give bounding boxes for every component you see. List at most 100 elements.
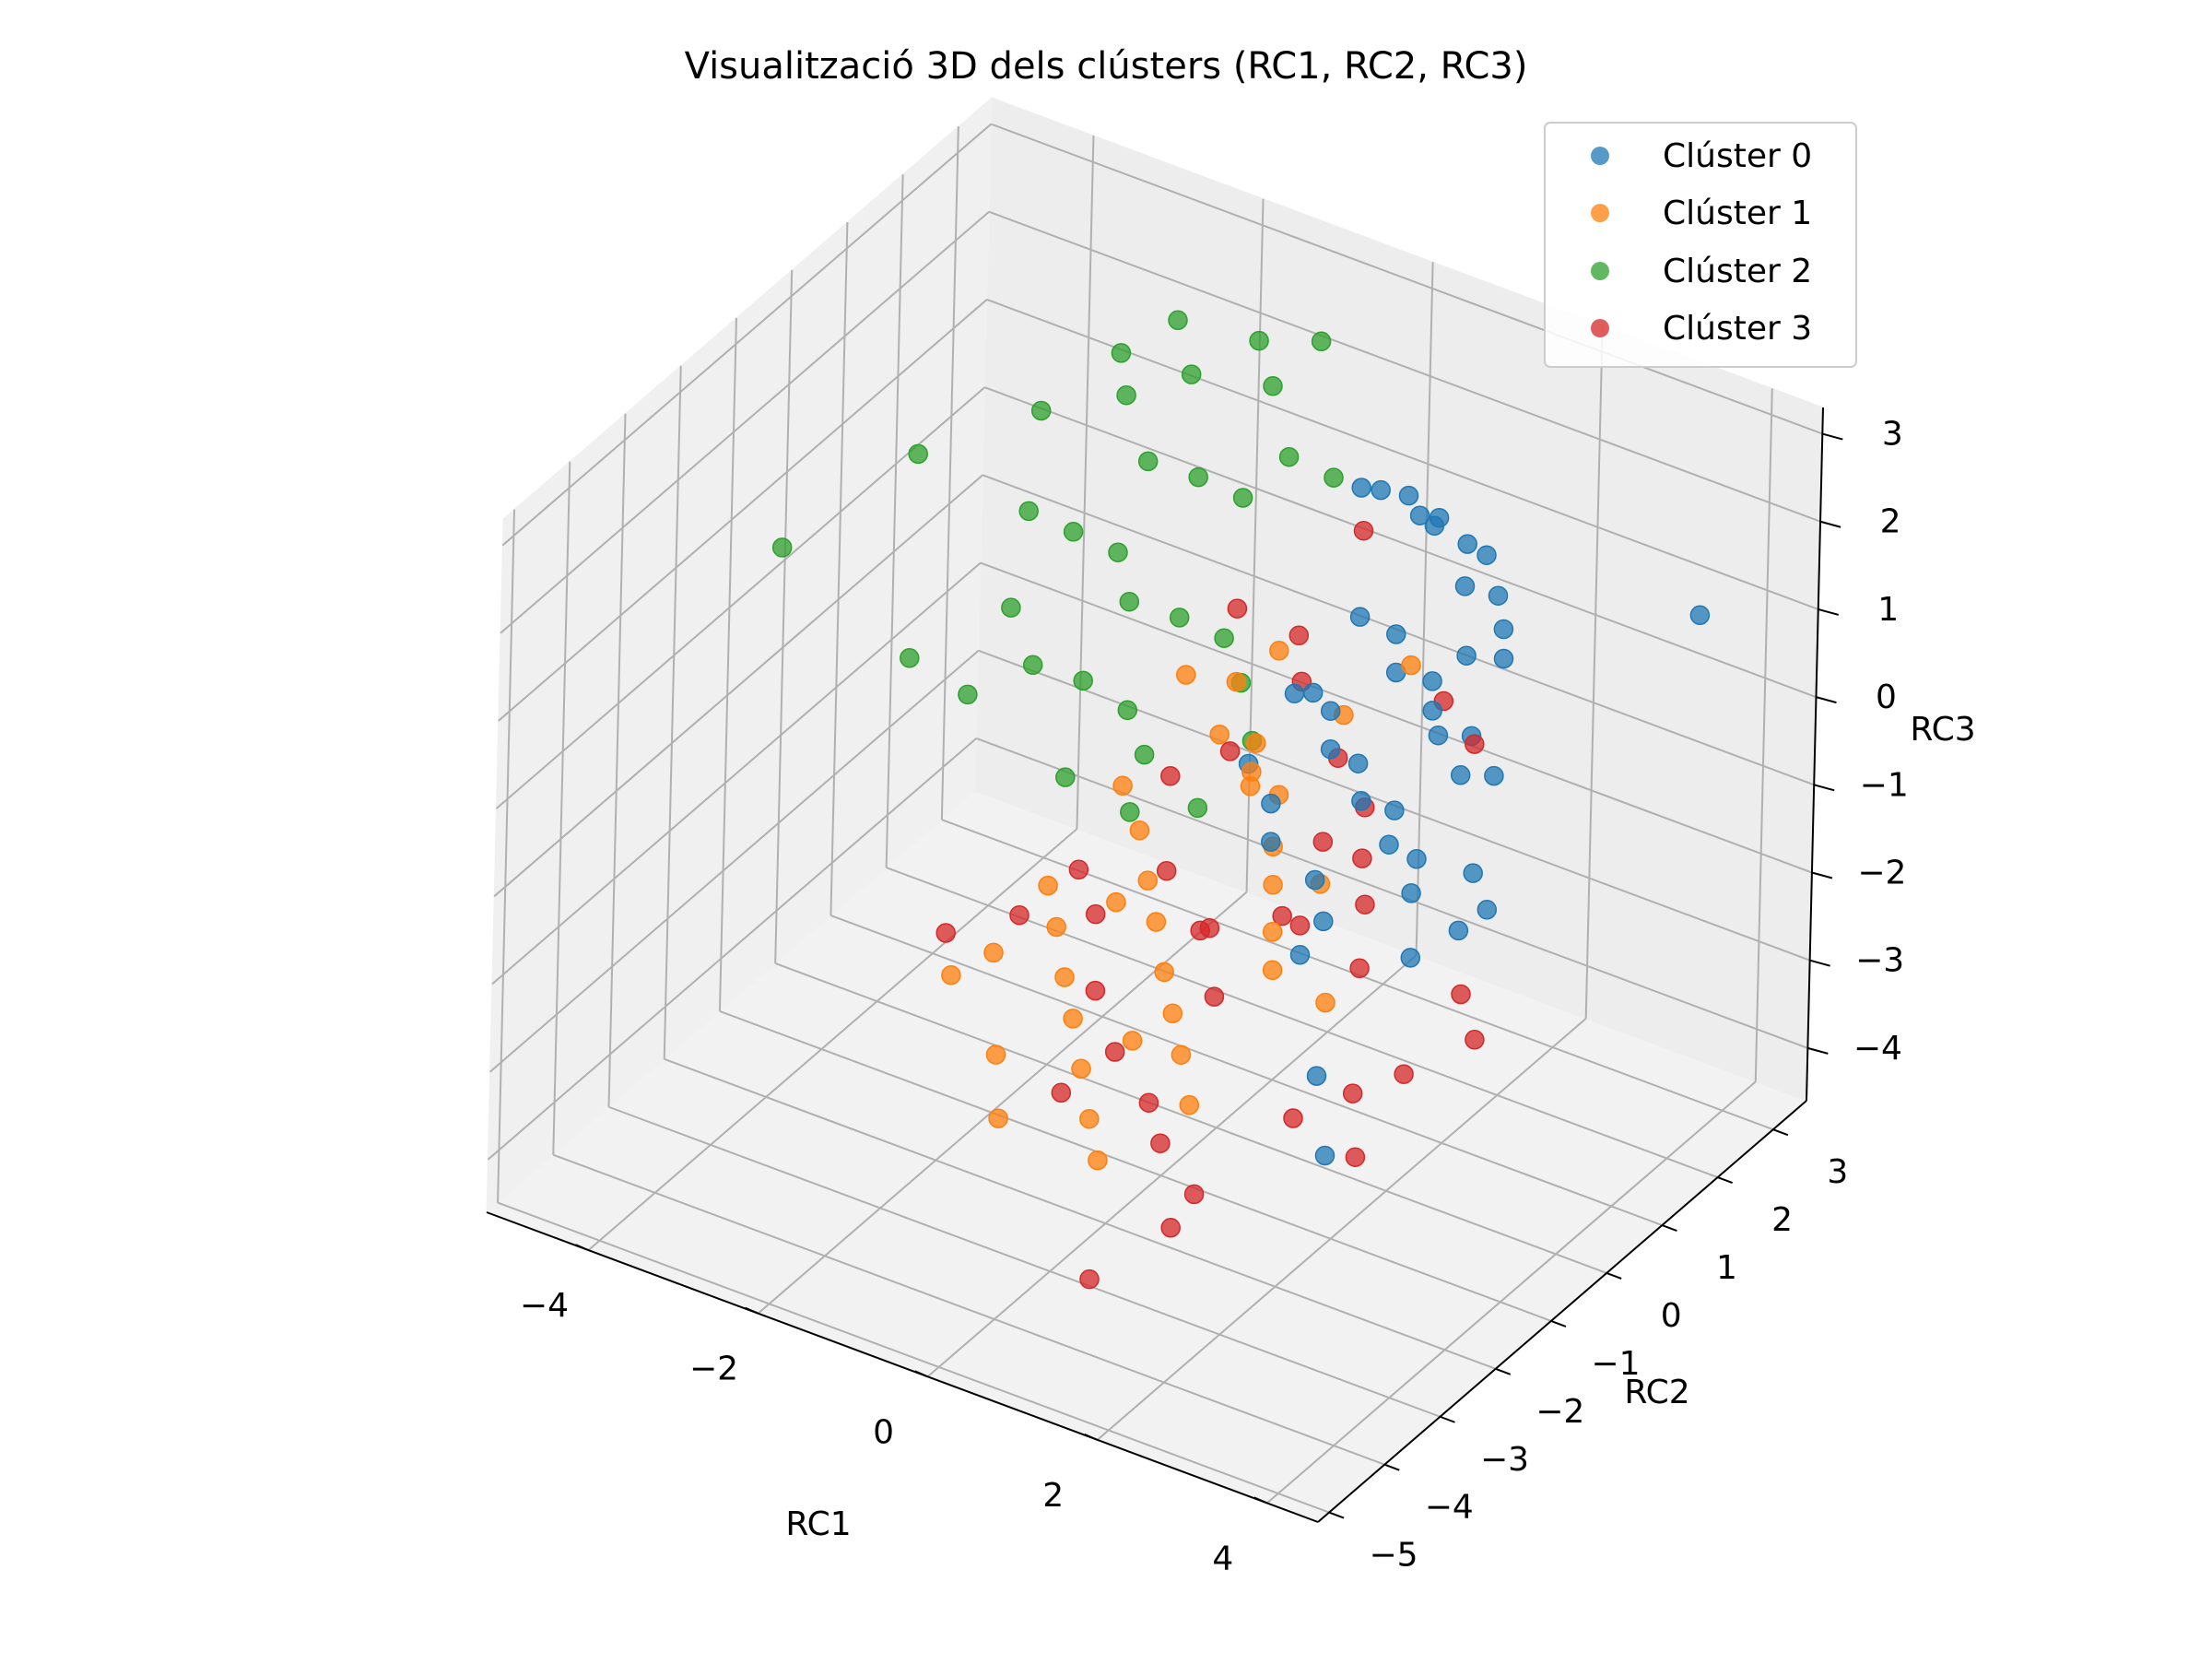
grid-line-z <box>491 561 982 985</box>
data-point-cluster-0 <box>1261 793 1281 814</box>
data-point-cluster-2 <box>1119 591 1140 612</box>
data-point-cluster-0 <box>1320 701 1341 721</box>
data-point-cluster-0 <box>1351 478 1371 498</box>
data-point-cluster-1 <box>1038 875 1058 896</box>
tick-label-y: 3 <box>1827 1153 1848 1191</box>
data-point-cluster-0 <box>1457 534 1477 554</box>
data-point-cluster-3 <box>1199 917 1220 938</box>
tick-mark-z <box>1816 696 1837 704</box>
data-point-cluster-1 <box>988 1108 1008 1128</box>
data-point-cluster-0 <box>1384 800 1405 820</box>
legend-marker-0 <box>1591 147 1609 165</box>
tick-label-z: −2 <box>1857 855 1906 892</box>
data-point-cluster-3 <box>1342 1083 1363 1103</box>
data-point-cluster-0 <box>1304 869 1325 891</box>
data-point-cluster-2 <box>771 537 793 558</box>
data-point-cluster-3 <box>1085 903 1106 925</box>
tick-label-x: 4 <box>1212 1540 1233 1577</box>
tick-mark-z <box>1811 871 1833 879</box>
data-point-cluster-3 <box>1183 1184 1205 1205</box>
data-point-cluster-0 <box>1284 683 1305 704</box>
grid-line-y <box>663 365 682 1059</box>
data-point-cluster-1 <box>1263 875 1283 895</box>
z-axis-line <box>1806 407 1824 1102</box>
tick-label-y: 0 <box>1661 1297 1682 1335</box>
data-point-cluster-0 <box>1386 624 1406 644</box>
chart-title: Visualització 3D dels clústers (RC1, RC2… <box>685 45 1528 88</box>
grid-line-x <box>587 828 1078 1251</box>
data-point-cluster-2 <box>1030 400 1052 421</box>
data-point-cluster-0 <box>1347 753 1369 773</box>
data-point-cluster-3 <box>1465 734 1485 754</box>
grid-line-z <box>488 649 980 1073</box>
data-point-cluster-1 <box>1146 912 1167 932</box>
grid-line-y <box>718 317 737 1011</box>
data-point-cluster-1 <box>1054 967 1075 987</box>
data-point-cluster-0 <box>1477 545 1497 565</box>
data-point-cluster-2 <box>1188 466 1208 488</box>
data-point-cluster-1 <box>1046 916 1066 938</box>
grid-line-x <box>926 954 1418 1378</box>
data-point-cluster-2 <box>1111 343 1132 363</box>
data-point-cluster-0 <box>1320 738 1341 760</box>
data-point-cluster-1 <box>1162 1003 1183 1024</box>
grid-line-y <box>885 174 904 868</box>
grid-line-z <box>984 386 1817 699</box>
data-point-cluster-3 <box>1289 915 1311 936</box>
tick-mark-z <box>1807 1046 1829 1055</box>
legend-marker-1 <box>1591 204 1609 222</box>
grid-line-y <box>774 962 1607 1274</box>
data-point-cluster-3 <box>1345 1147 1366 1167</box>
data-point-cluster-0 <box>1302 682 1324 703</box>
data-point-cluster-0 <box>1422 671 1442 691</box>
data-point-cluster-0 <box>1484 765 1504 786</box>
tick-label-y: −4 <box>1425 1489 1474 1527</box>
data-point-cluster-3 <box>1312 832 1334 852</box>
data-point-cluster-0 <box>1454 576 1476 596</box>
grid-line-y <box>497 1201 1330 1514</box>
data-point-cluster-2 <box>1187 797 1208 819</box>
data-point-cluster-2 <box>1134 744 1155 765</box>
data-point-cluster-2 <box>1063 522 1084 542</box>
data-point-cluster-2 <box>1263 376 1283 396</box>
data-point-cluster-2 <box>1018 501 1039 522</box>
data-point-cluster-2 <box>1001 597 1021 618</box>
tick-label-y: −3 <box>1480 1441 1529 1479</box>
data-point-cluster-1 <box>1071 1058 1091 1080</box>
data-point-cluster-0 <box>1428 725 1449 746</box>
data-point-cluster-2 <box>1181 364 1202 384</box>
data-point-cluster-1 <box>983 942 1004 963</box>
tick-label-x: 2 <box>1042 1477 1064 1515</box>
grid-line-x <box>1754 388 1773 1082</box>
z-axis-label: RC3 <box>1910 711 1975 749</box>
data-point-cluster-3 <box>1355 894 1375 915</box>
data-point-cluster-3 <box>1160 766 1181 786</box>
data-point-cluster-3 <box>1219 741 1241 761</box>
grid-line-z <box>487 738 978 1161</box>
legend-label-2: Clúster 2 <box>1663 253 1812 290</box>
grid-line-y <box>497 509 516 1203</box>
data-point-cluster-1 <box>1137 870 1159 891</box>
data-point-cluster-3 <box>1204 986 1225 1007</box>
data-point-cluster-3 <box>1394 1064 1414 1084</box>
data-point-cluster-2 <box>1232 488 1253 508</box>
tick-mark-y <box>1440 1415 1455 1423</box>
data-point-cluster-1 <box>1122 1031 1143 1051</box>
x-axis-line <box>486 1211 1319 1523</box>
data-point-cluster-3 <box>1009 904 1030 926</box>
tick-mark-z <box>1813 784 1835 792</box>
data-point-cluster-1 <box>941 965 961 985</box>
data-point-cluster-3 <box>1352 848 1372 868</box>
data-points <box>771 310 1711 1290</box>
data-point-cluster-0 <box>1689 605 1711 626</box>
grid-line-z <box>980 561 1813 874</box>
data-point-cluster-1 <box>1269 641 1289 661</box>
grid-line-x <box>1584 325 1604 1019</box>
y-axis-line <box>1317 1100 1807 1523</box>
grid-line-x <box>1097 1018 1587 1441</box>
data-point-cluster-3 <box>1288 625 1310 646</box>
grid-line-x <box>1415 262 1434 956</box>
